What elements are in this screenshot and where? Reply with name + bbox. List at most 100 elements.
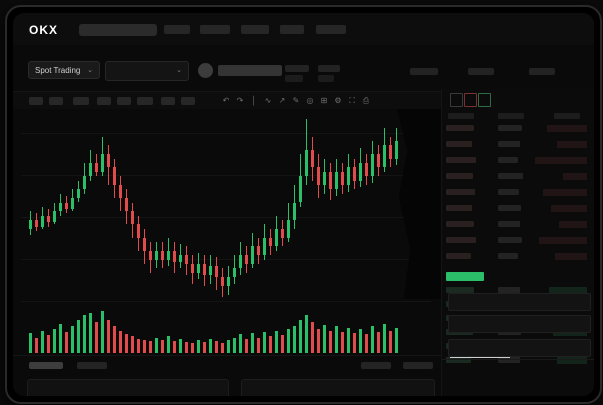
alert-icon[interactable]: ◎ xyxy=(306,96,314,105)
candle-body xyxy=(209,266,212,276)
search-input[interactable] xyxy=(79,24,157,36)
tool-timeframe-1w[interactable] xyxy=(161,97,175,105)
order-price-field[interactable] xyxy=(448,293,591,311)
nav-item-1[interactable] xyxy=(164,25,190,34)
nav-item-5[interactable] xyxy=(316,25,346,34)
bottom-card-left[interactable] xyxy=(27,379,229,396)
drawing-icon[interactable]: ✎ xyxy=(292,96,300,105)
price-chart[interactable] xyxy=(13,109,441,355)
ask-price xyxy=(446,141,472,147)
volume-bar xyxy=(389,330,392,353)
candle-body xyxy=(107,154,110,168)
orderbook-view-bids-icon[interactable] xyxy=(478,93,491,107)
volume-bar xyxy=(377,332,380,353)
fullscreen-icon[interactable]: ⛶ xyxy=(349,96,355,105)
candle-body xyxy=(317,167,320,185)
candle-body xyxy=(329,171,332,190)
orderbook-bid-row[interactable] xyxy=(446,357,591,364)
top-navigation-bar: OKX xyxy=(13,13,594,45)
volume-bar xyxy=(263,332,266,353)
candle-body xyxy=(143,237,146,251)
okx-logo[interactable]: OKX xyxy=(29,23,59,37)
candle-body xyxy=(203,264,206,276)
volume-bar xyxy=(167,336,170,353)
ask-price xyxy=(446,205,472,211)
candle-body xyxy=(215,266,218,278)
orderbook-bid-row[interactable] xyxy=(446,287,591,294)
compare-icon[interactable]: ⊞ xyxy=(320,96,328,105)
tool-timeframe-1d[interactable] xyxy=(137,97,153,105)
volume-bar xyxy=(239,334,242,353)
pair-search-input[interactable]: ⌄ xyxy=(105,61,189,81)
orderbook-view-asks-icon[interactable] xyxy=(464,93,477,107)
tab-open-orders[interactable] xyxy=(29,362,63,369)
candle-body xyxy=(263,237,266,256)
candle-body xyxy=(131,211,134,225)
candle-body xyxy=(353,167,356,181)
candle-body xyxy=(311,149,314,168)
bottom-tabs xyxy=(13,355,441,374)
camera-icon[interactable]: ⎙ xyxy=(362,96,370,105)
tool-timeframe-5m[interactable] xyxy=(49,97,63,105)
candle-body xyxy=(269,237,272,247)
orderbook-ask-row[interactable] xyxy=(446,173,591,180)
orderbook-ask-row[interactable] xyxy=(446,157,591,164)
market-type-selector[interactable]: Spot Trading ⌄ xyxy=(28,61,100,79)
nav-item-3[interactable] xyxy=(241,25,269,34)
volume-bar xyxy=(221,343,224,353)
tab-positions[interactable] xyxy=(403,362,433,369)
candle-body xyxy=(59,202,62,212)
candle-body xyxy=(227,277,230,286)
nav-item-4[interactable] xyxy=(280,25,304,34)
candle-body xyxy=(101,154,104,172)
orderbook-ask-row[interactable] xyxy=(446,237,591,244)
nav-item-2[interactable] xyxy=(200,25,230,34)
candle-body xyxy=(221,277,224,286)
volume-bar xyxy=(59,324,62,353)
candle-body xyxy=(35,220,38,227)
volume-bar xyxy=(359,328,362,353)
settings-icon[interactable]: ⚙ xyxy=(334,96,342,105)
volume-bar xyxy=(383,324,386,353)
tab-order-history[interactable] xyxy=(77,362,107,369)
coin-avatar xyxy=(198,63,213,78)
order-total-field[interactable] xyxy=(448,339,591,357)
volume-bar xyxy=(119,330,122,353)
volume-bar xyxy=(47,335,50,353)
volume-bar xyxy=(173,340,176,353)
redo-icon[interactable]: ↷ xyxy=(236,96,244,105)
volume-bar xyxy=(395,327,398,353)
orderbook-ask-row[interactable] xyxy=(446,141,591,148)
candle-body xyxy=(323,171,326,185)
stat-index-price xyxy=(529,68,555,75)
tool-timeframe-15m[interactable] xyxy=(73,97,89,105)
undo-icon[interactable]: ↶ xyxy=(222,96,230,105)
orderbook-ask-row[interactable] xyxy=(446,189,591,196)
candle-type-icon[interactable]: │ xyxy=(251,96,257,105)
bottom-card-right[interactable] xyxy=(241,379,435,396)
orderbook-ask-row[interactable] xyxy=(446,205,591,212)
volume-bar xyxy=(215,340,218,353)
candle-body xyxy=(41,215,44,227)
tool-timeframe-more[interactable] xyxy=(181,97,195,105)
orderbook-mid-price xyxy=(446,272,484,281)
candle-body xyxy=(341,171,344,185)
trend-line-icon[interactable]: ↗ xyxy=(278,96,286,105)
indicator-icon[interactable]: ∿ xyxy=(264,96,272,105)
order-amount-field[interactable] xyxy=(448,315,591,333)
tab-assets[interactable] xyxy=(361,362,391,369)
candle-body xyxy=(119,184,122,199)
tool-timeframe-1h[interactable] xyxy=(97,97,111,105)
orderbook-ask-row[interactable] xyxy=(446,221,591,228)
tool-timeframe-1m[interactable] xyxy=(29,97,43,105)
volume-bar xyxy=(179,338,182,353)
volume-bar xyxy=(371,326,374,353)
stat-last-price xyxy=(285,65,309,72)
orderbook-ask-row[interactable] xyxy=(446,253,591,260)
candle-body xyxy=(149,250,152,260)
orderbook-ask-row[interactable] xyxy=(446,125,591,132)
volume-bar xyxy=(143,339,146,353)
tool-timeframe-4h[interactable] xyxy=(117,97,131,105)
orderbook-view-both-icon[interactable] xyxy=(450,93,463,107)
volume-bar xyxy=(137,338,140,353)
